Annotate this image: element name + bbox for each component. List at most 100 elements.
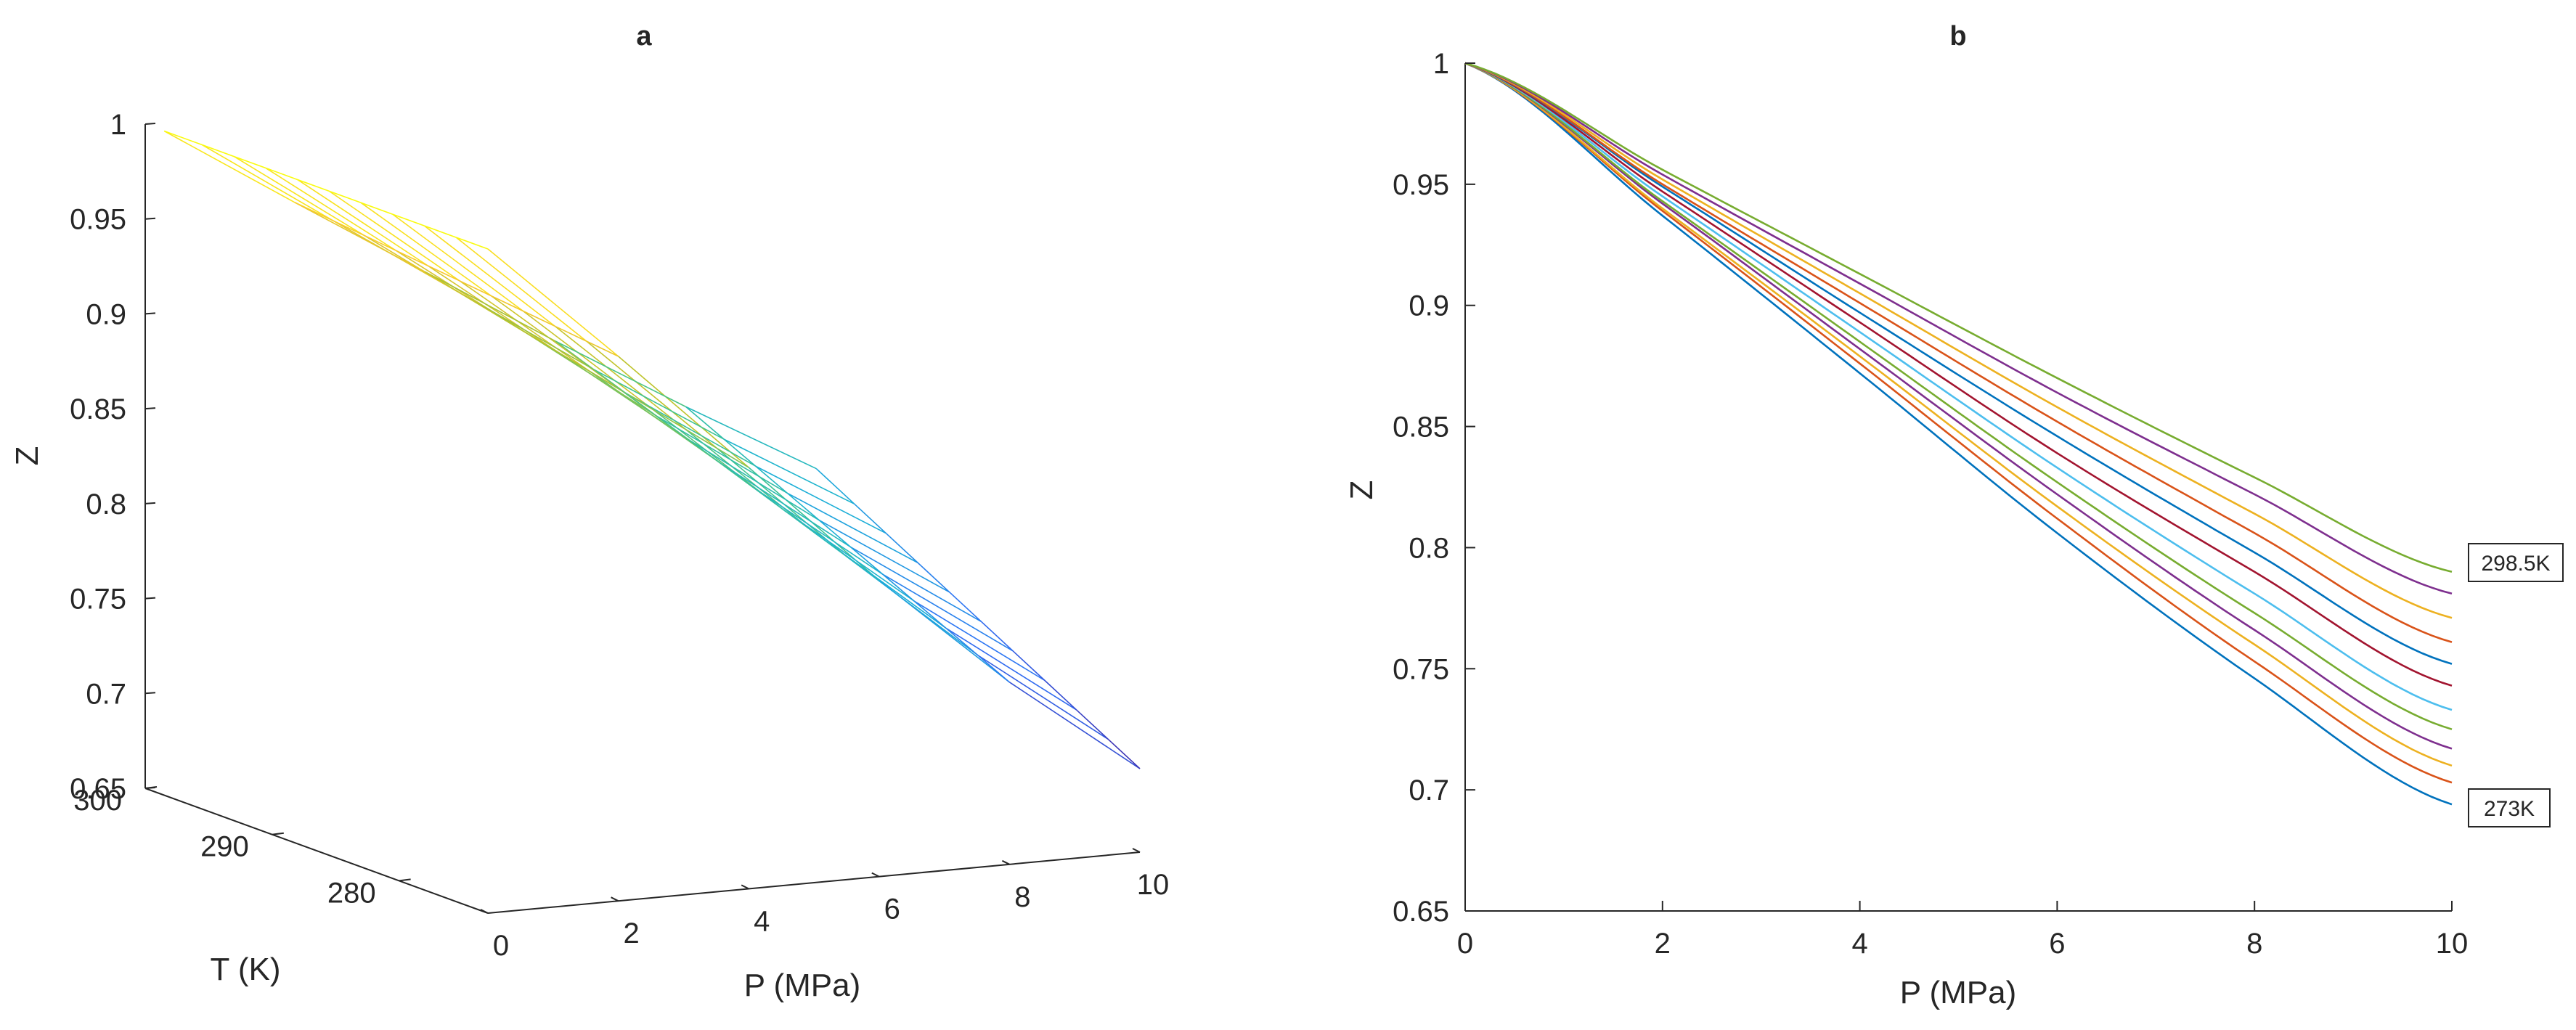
mesh-line-p [755, 465, 886, 534]
z-tick-mark [144, 123, 156, 125]
z-tick-label: 1 [110, 109, 126, 141]
z-tick-mark [144, 692, 156, 695]
z-tick-label: 0.65 [70, 773, 126, 805]
mesh-line-t [428, 265, 460, 282]
mesh-line-t [364, 234, 397, 252]
mesh-line-p [425, 271, 556, 342]
mesh-line-p [1008, 682, 1141, 769]
mesh-line-p [751, 486, 884, 575]
panel-b-y-label: Z [1344, 481, 1379, 500]
mesh-line-t [720, 462, 753, 488]
y-tick-label: 0.8 [1409, 532, 1449, 564]
mesh-line-p [723, 438, 855, 504]
mesh-line-t [491, 295, 523, 312]
z-tick-label: 0.7 [86, 678, 126, 710]
annotation-high-temp: 298.5K [2481, 552, 2550, 576]
p-tick-mark [1001, 859, 1010, 865]
mesh-line-t [882, 573, 915, 602]
mesh-line-t [688, 439, 721, 464]
panel-a-ticks: 0.65 0.7 0.75 0.8 0.85 0.9 0.95 1 300 290 280 0 2 4 6 8… [70, 109, 1169, 962]
p-tick-label: 10 [1137, 869, 1170, 901]
series-line-3 [1464, 62, 2453, 750]
panel-b-series [1464, 62, 2453, 806]
mesh-line-t [949, 592, 982, 622]
panel-a-title: a [636, 21, 652, 52]
mesh-line-t [234, 155, 266, 169]
mesh-line-p [392, 213, 523, 312]
p-tick-mark [741, 884, 749, 890]
y-tick-label: 0.75 [1393, 653, 1449, 685]
mesh-line-t [917, 562, 950, 593]
t-tick-label: 290 [200, 831, 249, 863]
p-tick-label: 0 [493, 930, 509, 962]
mesh-line-p [977, 654, 1109, 740]
mesh-line-t [1107, 738, 1141, 769]
panel-b-line-chart: b 0 2 4 6 8 10 0.65 0.7 0.75 0.8 0.85 0.9 0.95 1 Z P … [1344, 21, 2564, 1010]
mesh-line-p [329, 190, 460, 282]
mesh-line-t [815, 467, 855, 504]
panel-b-annotations: 298.5K 273K [2468, 543, 2564, 827]
mesh-line-t [1012, 650, 1046, 681]
mesh-line-t [163, 130, 203, 146]
p-tick-mark [480, 909, 489, 914]
mesh-line-t [592, 369, 626, 393]
y-tick-label: 0.7 [1409, 774, 1449, 806]
mesh-line-t [294, 202, 333, 221]
y-tick-label: 0.9 [1409, 290, 1449, 322]
mesh-line-t [392, 213, 425, 226]
p-tick-mark [871, 872, 880, 878]
series-line-5 [1464, 62, 2453, 711]
z-tick-label: 0.9 [86, 298, 126, 330]
mesh-line-p [656, 415, 788, 494]
mesh-line-t [685, 428, 717, 449]
series-line-2 [1464, 62, 2453, 767]
mesh-line-t [685, 406, 725, 440]
mesh-line-p [462, 294, 594, 370]
x-tick-label: 0 [1457, 928, 1473, 960]
mesh-line-p [913, 600, 1046, 682]
mesh-line-t [332, 220, 365, 237]
panel-b-x-label: P (MPa) [1900, 975, 2017, 1010]
panel-a-axes [144, 124, 1141, 914]
panel-b-ticks: 0 2 4 6 8 10 0.65 0.7 0.75 0.8 0.85 0.9 0.95 1 [1393, 48, 2468, 960]
t-tick-label: 280 [327, 877, 376, 909]
z-tick-label: 0.75 [70, 584, 126, 616]
mesh-line-p [688, 439, 820, 521]
mesh-line-t [329, 190, 362, 204]
mesh-line-t [1076, 709, 1109, 740]
mesh-line-t [850, 547, 884, 575]
mesh-line-p [624, 392, 757, 467]
x-tick-label: 6 [2049, 928, 2065, 960]
mesh-line-p [163, 130, 295, 203]
mesh-line-t [945, 627, 979, 656]
mesh-line-t [847, 556, 880, 581]
t-tick-mark [144, 786, 158, 789]
mesh-line-p [487, 248, 619, 357]
mesh-line-t [462, 294, 495, 315]
mesh-line-p [593, 369, 725, 440]
mesh-line-t [913, 600, 947, 629]
mesh-line-t [456, 237, 489, 250]
mesh-line-p [427, 265, 559, 353]
z-tick-mark [144, 597, 156, 600]
mesh-line-t [980, 621, 1014, 652]
panel-a-z-label: Z [9, 446, 45, 466]
mesh-line-t [297, 179, 330, 192]
mesh-line-p [783, 510, 915, 602]
series-line-7 [1464, 62, 2453, 665]
y-tick-label: 0.85 [1393, 412, 1449, 444]
x-tick-label: 2 [1655, 928, 1671, 960]
mesh-line-t [265, 167, 298, 181]
x-tick-label: 10 [2436, 928, 2469, 960]
panel-a-x-label: P (MPa) [744, 968, 861, 1003]
x-tick-label: 4 [1851, 928, 1867, 960]
panel-a-y-label: T (K) [211, 952, 281, 987]
mesh-line-p [618, 356, 749, 468]
series-line-10 [1464, 62, 2453, 595]
mesh-line-p [424, 225, 555, 327]
z-tick-mark [144, 502, 156, 504]
mesh-line-t [360, 202, 394, 215]
series-line-11 [1464, 62, 2453, 573]
series-line-1 [1464, 62, 2453, 784]
